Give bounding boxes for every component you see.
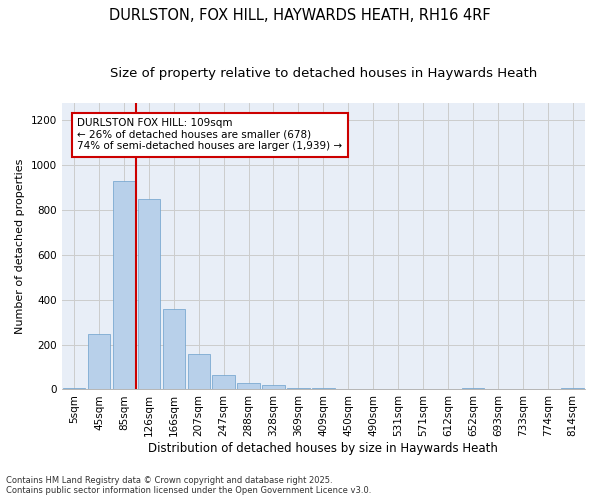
- Bar: [137, 200, 160, 390]
- Y-axis label: Number of detached properties: Number of detached properties: [15, 158, 25, 334]
- Bar: [88, 334, 110, 390]
- Title: Size of property relative to detached houses in Haywards Heath: Size of property relative to detached ho…: [110, 68, 537, 80]
- Bar: [461, 388, 484, 390]
- Bar: [113, 181, 135, 390]
- Bar: [287, 388, 310, 390]
- Bar: [238, 382, 260, 390]
- Text: DURLSTON, FOX HILL, HAYWARDS HEATH, RH16 4RF: DURLSTON, FOX HILL, HAYWARDS HEATH, RH16…: [109, 8, 491, 22]
- Bar: [262, 386, 285, 390]
- Bar: [212, 375, 235, 390]
- Bar: [188, 354, 210, 390]
- Text: DURLSTON FOX HILL: 109sqm
← 26% of detached houses are smaller (678)
74% of semi: DURLSTON FOX HILL: 109sqm ← 26% of detac…: [77, 118, 343, 152]
- Bar: [63, 388, 85, 390]
- Bar: [163, 309, 185, 390]
- X-axis label: Distribution of detached houses by size in Haywards Heath: Distribution of detached houses by size …: [148, 442, 498, 455]
- Bar: [312, 388, 335, 390]
- Bar: [562, 388, 584, 390]
- Text: Contains HM Land Registry data © Crown copyright and database right 2025.
Contai: Contains HM Land Registry data © Crown c…: [6, 476, 371, 495]
